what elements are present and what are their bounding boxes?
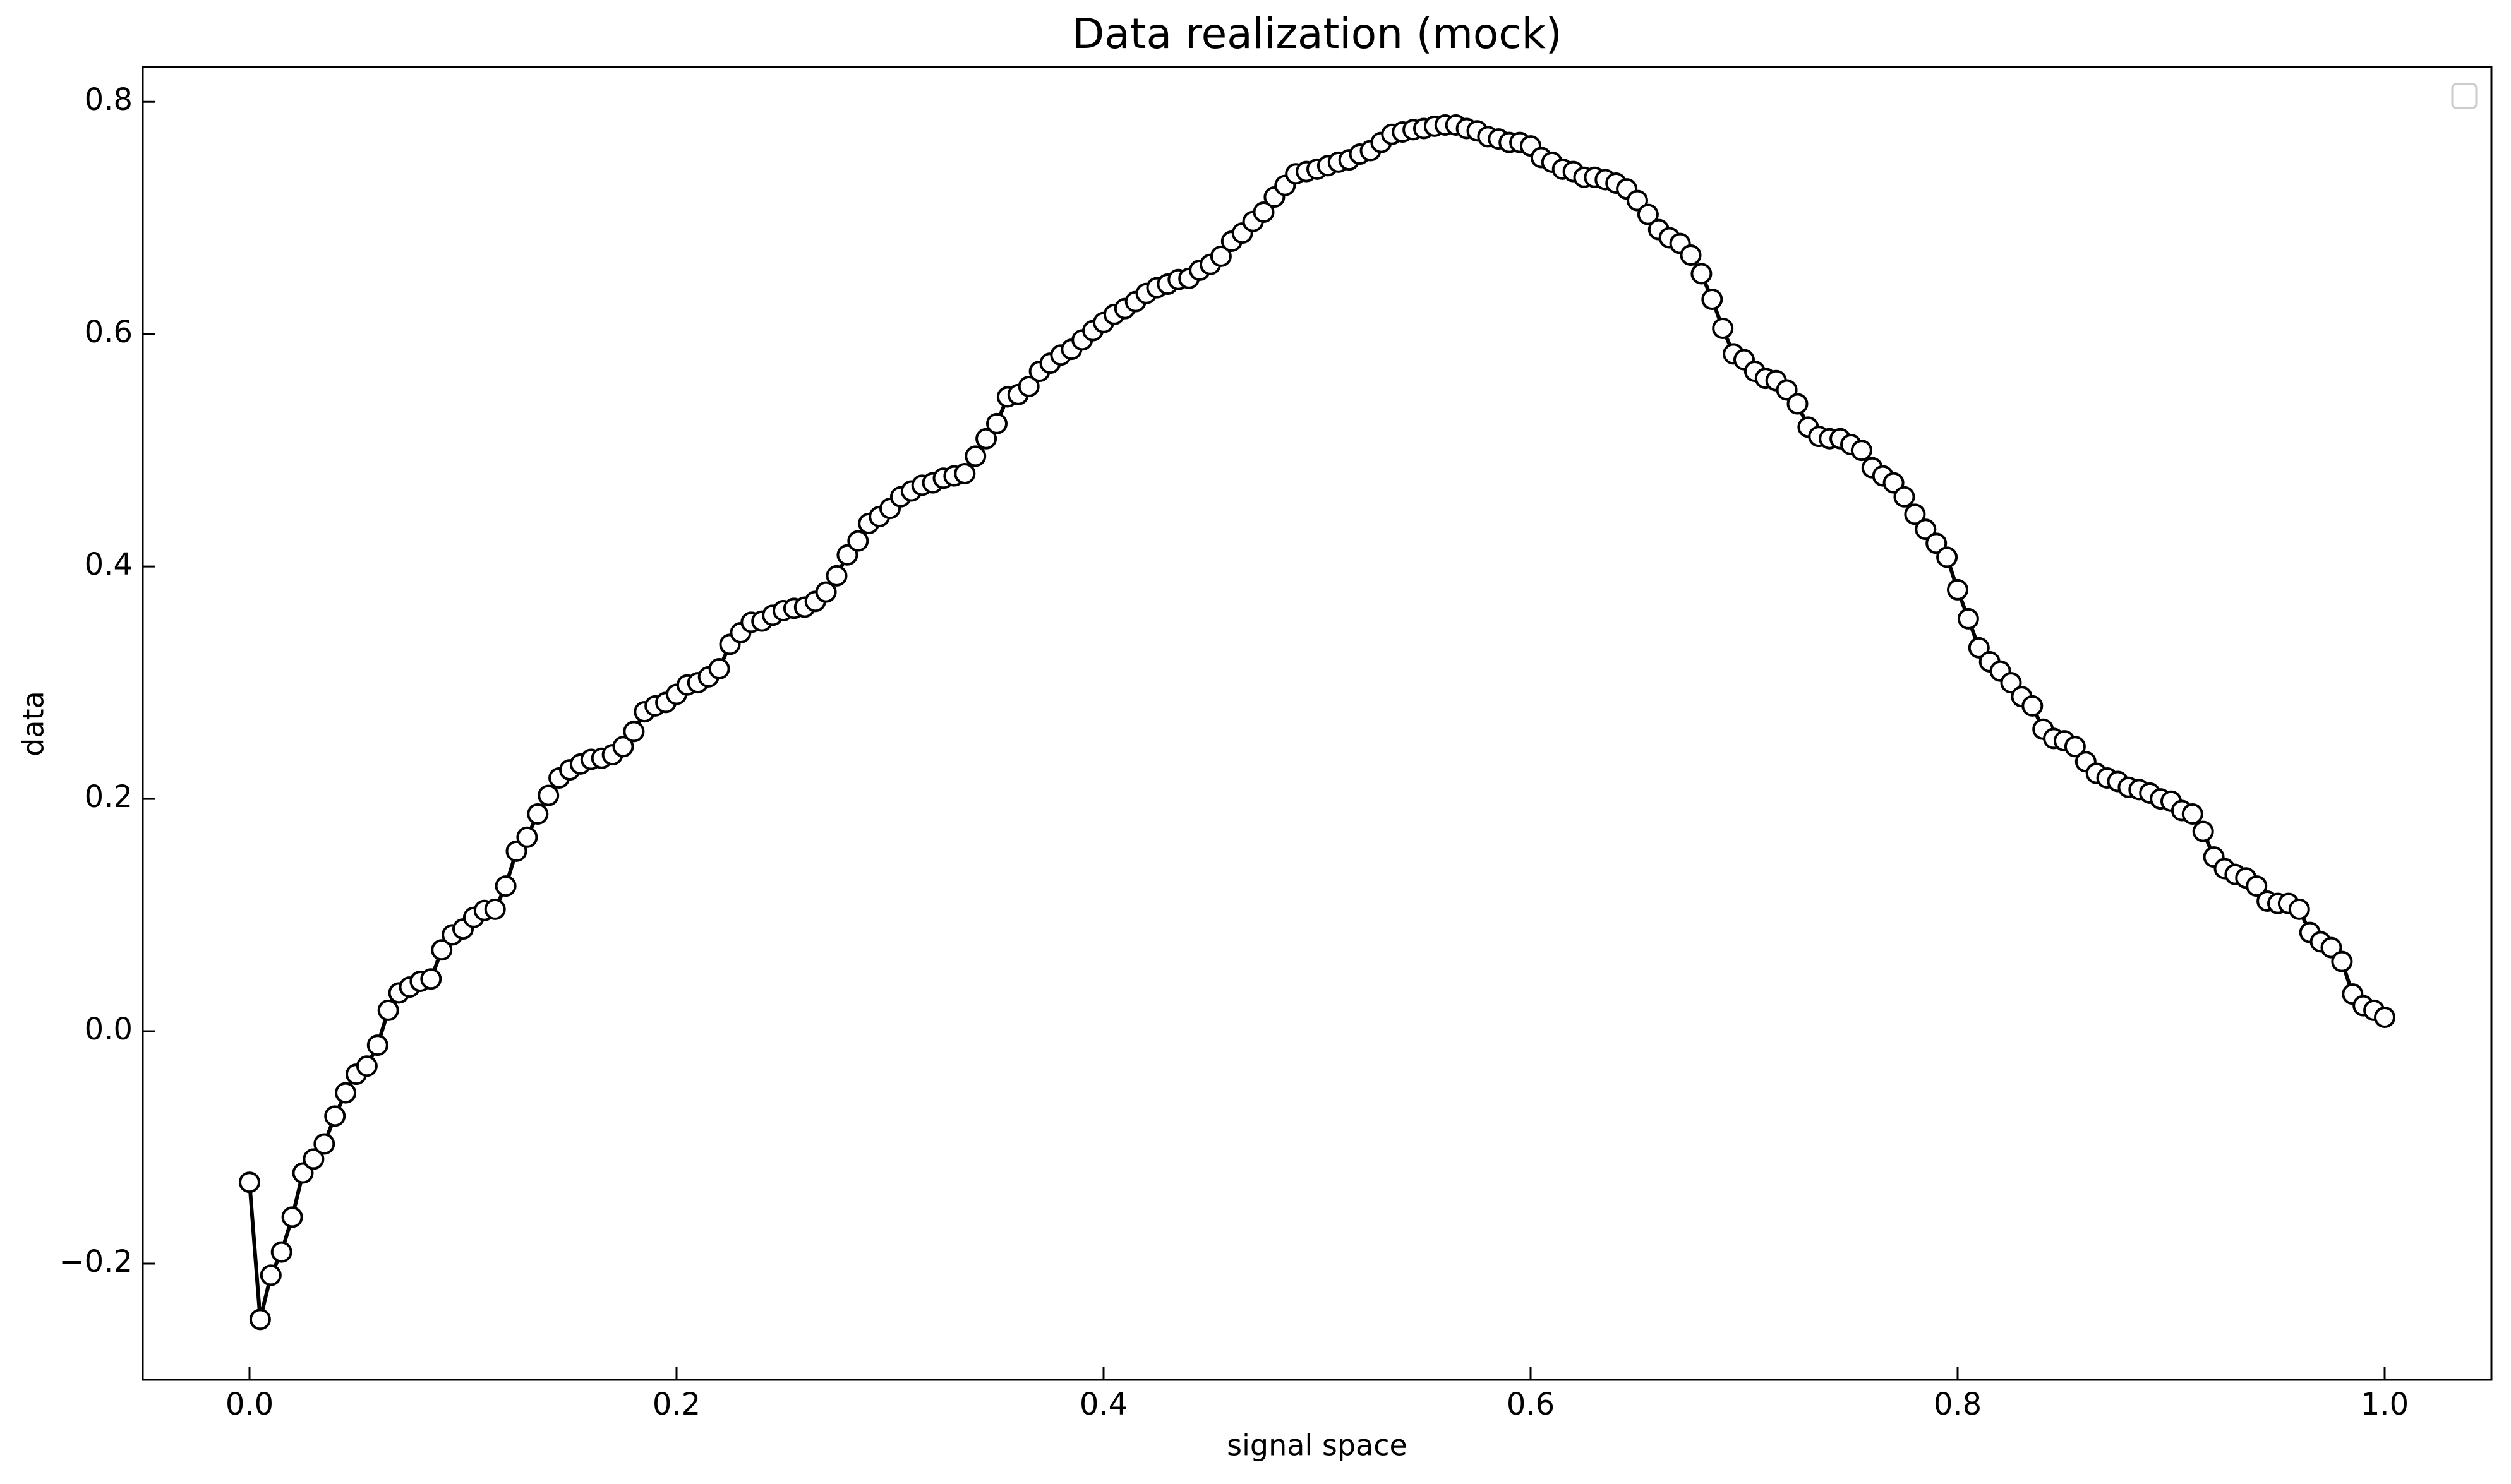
- data-point: [260, 1264, 282, 1286]
- data-point: [1786, 393, 1809, 415]
- data-point: [986, 412, 1008, 434]
- data-point: [239, 1171, 260, 1194]
- data-point: [366, 1034, 388, 1056]
- x-tick-label: 0.0: [226, 1387, 274, 1422]
- data-point: [1776, 379, 1798, 401]
- data-point: [1637, 203, 1659, 225]
- data-point: [954, 462, 976, 484]
- y-tick-label: 0.4: [85, 547, 133, 582]
- data-point: [356, 1055, 378, 1077]
- data-point: [270, 1241, 292, 1263]
- data-point: [2000, 672, 2022, 694]
- data-point: [2064, 736, 2086, 758]
- data-point: [1925, 532, 1948, 554]
- data-point: [538, 784, 560, 806]
- data-point: [1680, 244, 1702, 266]
- data-line: [248, 123, 2386, 1322]
- data-point: [2320, 936, 2342, 959]
- data-point: [1018, 375, 1040, 397]
- data-point: [324, 1105, 346, 1127]
- y-tick-label: 0.8: [85, 82, 133, 117]
- data-point: [1968, 637, 1990, 659]
- plot-frame: [142, 66, 2493, 1381]
- data-point: [1712, 317, 1734, 339]
- chart-title: Data realization (mock): [1072, 9, 1562, 58]
- legend-box: [2451, 83, 2478, 109]
- data-point: [313, 1133, 335, 1155]
- data-point: [836, 544, 858, 566]
- data-point: [847, 530, 869, 552]
- data-point: [1957, 607, 1979, 630]
- data-point: [292, 1162, 314, 1184]
- data-point: [826, 565, 848, 587]
- data-point: [335, 1082, 357, 1104]
- data-point: [505, 840, 527, 862]
- data-point: [623, 721, 645, 743]
- data-point: [1904, 503, 1926, 525]
- y-axis-label: data: [16, 691, 51, 757]
- y-tick-label: −0.2: [59, 1244, 133, 1279]
- data-point: [815, 581, 837, 603]
- x-tick-label: 0.2: [653, 1387, 701, 1422]
- data-point: [2192, 820, 2214, 842]
- data-point: [965, 445, 987, 467]
- data-point: [484, 898, 506, 920]
- data-point: [1882, 472, 1905, 494]
- data-point: [2374, 1006, 2395, 1028]
- data-point: [1253, 201, 1275, 223]
- data-point: [420, 968, 442, 990]
- data-point: [303, 1148, 325, 1170]
- data-point: [2288, 898, 2310, 920]
- data-point: [527, 803, 549, 825]
- data-point: [1627, 189, 1648, 212]
- data-point: [2246, 875, 2268, 897]
- x-tick-label: 0.8: [1934, 1387, 1982, 1422]
- x-tick-label: 0.6: [1507, 1387, 1555, 1422]
- data-point: [249, 1308, 271, 1331]
- data-point: [1850, 440, 1872, 462]
- y-tick-label: 0.6: [85, 314, 133, 350]
- data-point: [1210, 245, 1232, 267]
- data-point: [708, 658, 730, 680]
- data-point: [495, 875, 517, 897]
- data-point: [431, 939, 453, 961]
- y-tick-label: 0.2: [85, 779, 133, 815]
- data-point: [1915, 518, 1937, 541]
- data-point: [281, 1206, 303, 1228]
- x-axis-label: signal space: [1227, 1428, 1407, 1463]
- data-point: [975, 428, 997, 450]
- data-point: [2181, 803, 2203, 825]
- data-point: [2021, 695, 2044, 717]
- data-point: [1947, 578, 1968, 601]
- data-point: [1936, 546, 1958, 568]
- data-point: [1893, 486, 1915, 508]
- data-point: [516, 826, 538, 848]
- data-point: [2331, 950, 2353, 972]
- data-point: [377, 999, 399, 1021]
- x-tick-label: 0.4: [1080, 1387, 1128, 1422]
- data-point: [1701, 288, 1723, 310]
- data-point: [1690, 263, 1713, 285]
- x-tick-label: 1.0: [2361, 1387, 2409, 1422]
- data-point: [612, 736, 634, 758]
- y-tick-label: 0.0: [85, 1012, 133, 1047]
